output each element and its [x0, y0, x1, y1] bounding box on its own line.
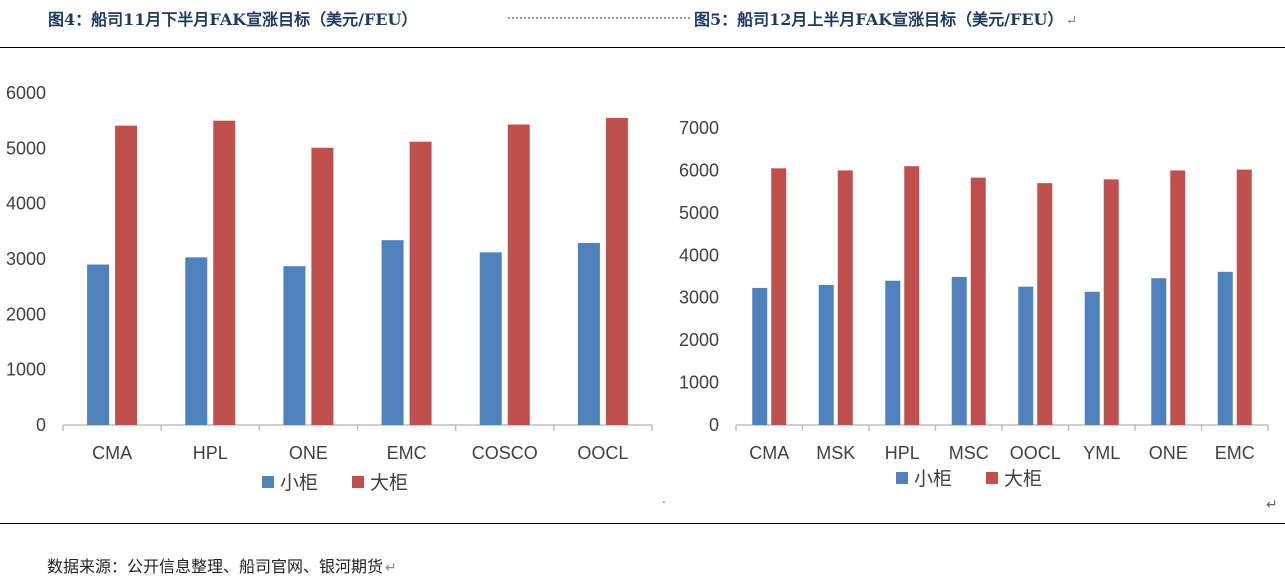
y-tick-label: 1000: [679, 373, 719, 393]
y-tick-label: 2000: [679, 330, 719, 350]
y-tick-label: 4000: [679, 245, 719, 265]
right-figure-title: 图5：船司12月上半月FAK宣涨目标（美元/FEU） ↵: [694, 6, 1077, 30]
y-tick-label: 1000: [6, 360, 46, 380]
right-figure-title-text: 图5：船司12月上半月FAK宣涨目标（美元/FEU）: [694, 10, 1064, 29]
y-tick-label: 3000: [6, 249, 46, 269]
bar-large-msc: [970, 177, 986, 425]
y-tick-label: 4000: [6, 194, 46, 214]
x-tick-label: EMC: [387, 443, 427, 463]
bar-small-yml: [1084, 291, 1100, 425]
right-bar-chart: 0 1000 2000 3000 4000 5000 6000 7000 CMA MSK HPL MS…: [679, 118, 1269, 490]
bar-small-cosco: [479, 252, 502, 425]
left-figure-title-text: 图4：船司11月下半月FAK宣涨目标（美元/FEU）: [48, 10, 418, 29]
bar-small-one: [1151, 278, 1167, 425]
x-tick-label: CMA: [92, 443, 132, 463]
left-figure-title: 图4：船司11月下半月FAK宣涨目标（美元/FEU）: [48, 6, 418, 30]
y-tick-label: 0: [709, 415, 719, 435]
return-mark-icon: ↵: [1266, 497, 1278, 513]
y-tick-label: 7000: [679, 118, 719, 138]
legend-swatch: [986, 472, 998, 484]
legend-swatch: [352, 476, 364, 488]
x-tick-label: HPL: [885, 443, 920, 463]
bar-small-msk: [818, 284, 834, 425]
y-tick-label: 5000: [679, 203, 719, 223]
x-tick-label: HPL: [193, 443, 228, 463]
bar-large-cma: [115, 125, 138, 425]
legend-label: 大柜: [1004, 468, 1042, 490]
stray-dot: .: [662, 492, 666, 506]
bar-small-hpl: [185, 257, 208, 425]
return-mark-icon: ↵: [385, 560, 397, 576]
bar-large-one: [1170, 170, 1186, 425]
x-tick-label: MSC: [949, 443, 989, 463]
y-tick-label: 3000: [679, 288, 719, 308]
bar-small-msc: [951, 276, 967, 425]
bar-small-hpl: [885, 280, 901, 425]
y-tick-label: 5000: [6, 138, 46, 158]
x-tick-label: OOCL: [1010, 443, 1061, 463]
legend-swatch: [896, 472, 908, 484]
y-tick-label: 6000: [679, 160, 719, 180]
x-tick-label: COSCO: [472, 443, 538, 463]
bar-small-oocl: [577, 242, 600, 425]
bar-large-hpl: [213, 120, 236, 426]
bar-large-one: [311, 147, 334, 425]
bar-small-cma: [752, 287, 768, 425]
bar-large-emc: [409, 141, 432, 425]
legend-label: 大柜: [370, 472, 408, 494]
x-tick-label: OOCL: [577, 443, 628, 463]
x-tick-label: CMA: [749, 443, 789, 463]
legend-label: 小柜: [280, 472, 318, 494]
x-tick-label: MSK: [816, 443, 855, 463]
bar-large-oocl: [1037, 183, 1053, 425]
bar-large-hpl: [904, 166, 920, 425]
left-bar-chart: 0 1000 2000 3000 4000 5000 6000 CMA HPL ONE EMC COS…: [6, 83, 653, 494]
title-leader-dots: [508, 17, 690, 19]
bar-large-oocl: [605, 117, 628, 426]
bar-small-emc: [381, 240, 404, 425]
bar-large-msk: [837, 170, 853, 425]
x-tick-label: YML: [1083, 443, 1120, 463]
bar-small-oocl: [1018, 286, 1034, 425]
y-tick-label: 6000: [6, 83, 46, 103]
x-tick-label: ONE: [1149, 443, 1188, 463]
bar-large-cma: [771, 168, 787, 426]
bar-small-one: [283, 266, 306, 425]
return-mark-icon: ↵: [1065, 13, 1078, 29]
bar-large-emc: [1236, 169, 1252, 425]
bottom-rule: [0, 523, 1285, 524]
bar-large-cosco: [507, 124, 530, 425]
data-source-note: 数据来源：公开信息整理、船司官网、银河期货 ↵: [47, 553, 397, 577]
top-rule: [0, 47, 1285, 48]
x-tick-label: EMC: [1215, 443, 1255, 463]
legend-swatch: [262, 476, 274, 488]
data-source-text: 数据来源：公开信息整理、船司官网、银河期货: [47, 557, 384, 576]
y-tick-label: 2000: [6, 304, 46, 324]
bar-large-yml: [1103, 179, 1119, 425]
x-tick-label: ONE: [289, 443, 328, 463]
bar-small-emc: [1217, 271, 1233, 425]
y-tick-label: 0: [36, 415, 46, 435]
legend-label: 小柜: [914, 468, 952, 490]
bar-small-cma: [87, 264, 110, 425]
